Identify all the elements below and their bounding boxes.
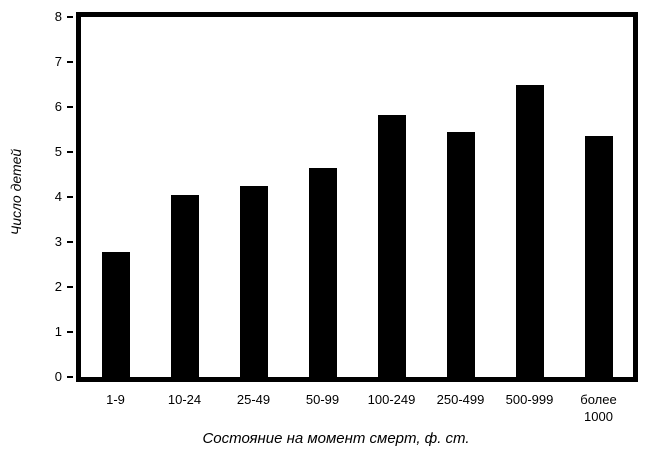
y-tick bbox=[67, 16, 73, 18]
y-tick bbox=[67, 376, 73, 378]
y-tick bbox=[67, 151, 73, 153]
bar-более 1000 bbox=[584, 136, 613, 377]
y-tick bbox=[67, 196, 73, 198]
x-category-label: 250-499 bbox=[436, 392, 485, 407]
bar-slot bbox=[426, 17, 495, 377]
bar-slot bbox=[81, 17, 150, 377]
x-category-label: 10-24 bbox=[167, 392, 202, 407]
x-category-label: более 1000 bbox=[580, 392, 617, 424]
bar-slot bbox=[564, 17, 633, 377]
x-category-label: 500-999 bbox=[505, 392, 554, 407]
bar-250-499 bbox=[446, 131, 475, 377]
y-tick-label: 4 bbox=[54, 189, 62, 204]
y-tick-label: 7 bbox=[54, 54, 62, 69]
y-tick bbox=[67, 331, 73, 333]
x-category-label: 25-49 bbox=[236, 392, 271, 407]
bar-slot bbox=[288, 17, 357, 377]
y-axis-title: Число детей bbox=[8, 148, 24, 236]
bar-10-24 bbox=[170, 194, 199, 377]
x-category-label: 1-9 bbox=[106, 392, 125, 407]
x-category-label: 50-99 bbox=[305, 392, 340, 407]
y-tick-label: 5 bbox=[54, 144, 62, 159]
y-tick-label: 2 bbox=[54, 279, 62, 294]
y-tick-label: 0 bbox=[54, 369, 62, 384]
bar-25-49 bbox=[239, 185, 268, 377]
x-category-label: 100-249 bbox=[367, 392, 416, 407]
bar-slot bbox=[219, 17, 288, 377]
x-axis-title: Состояние на момент смерт, ф. ст. bbox=[202, 430, 470, 447]
bar-1-9 bbox=[101, 251, 130, 377]
y-tick-label: 6 bbox=[54, 99, 62, 114]
y-tick-label: 3 bbox=[54, 234, 62, 249]
bar-slot bbox=[150, 17, 219, 377]
bars-container bbox=[81, 17, 633, 377]
y-tick bbox=[67, 286, 73, 288]
y-tick-label: 1 bbox=[54, 324, 62, 339]
bar-slot bbox=[495, 17, 564, 377]
x-axis-category-labels: 1-9 10-24 25-49 50-99 100-249 250-499 500-999 б… bbox=[81, 392, 633, 426]
y-tick bbox=[67, 106, 73, 108]
y-tick-label: 8 bbox=[54, 9, 62, 24]
bar-slot bbox=[357, 17, 426, 377]
plot-area bbox=[76, 12, 638, 382]
bar-100-249 bbox=[377, 115, 406, 377]
y-tick bbox=[67, 61, 73, 63]
bar-50-99 bbox=[308, 167, 337, 377]
y-tick bbox=[67, 241, 73, 243]
bar-500-999 bbox=[515, 84, 544, 377]
